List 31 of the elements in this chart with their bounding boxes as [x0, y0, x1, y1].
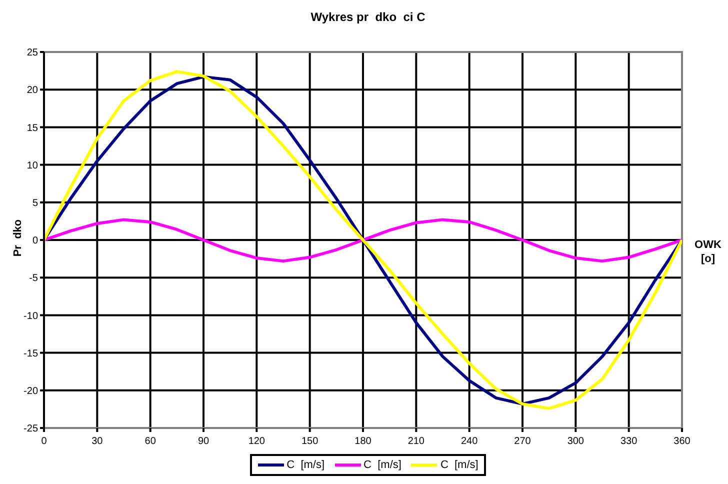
line-series [44, 218, 682, 263]
y-axis-title: Pr dko [12, 218, 24, 259]
x-tick-label: 360 [674, 436, 691, 447]
legend-label: C [m/s] [439, 459, 478, 471]
y-tick-label: -20 [24, 386, 38, 397]
y-tick-label: 0 [32, 236, 38, 247]
y-tick-label: -25 [24, 424, 38, 435]
y-tick-label: -10 [24, 310, 38, 322]
x-tick-label: 120 [248, 436, 266, 447]
x-tick-label: 300 [567, 436, 584, 447]
x-tick-label: 210 [408, 436, 425, 447]
y-tick-label: 20 [26, 85, 38, 96]
x-tick-label: 150 [301, 436, 319, 447]
x-tick-label: 330 [620, 436, 638, 447]
x-tick-label: 30 [92, 436, 104, 447]
x-tick-label: 240 [460, 436, 478, 447]
legend-label: C [m/s] [286, 459, 325, 471]
x-tick-label: 60 [144, 436, 156, 447]
x-tick-label: 0 [41, 436, 48, 447]
x-axis-title: OWK [o] [694, 238, 722, 266]
y-tick-label: -5 [29, 273, 38, 284]
chart-title: Wykres pr dko ci C [310, 10, 426, 24]
y-tick-label: 15 [26, 122, 38, 134]
y-tick-label: 25 [26, 48, 38, 59]
y-tick-label: 10 [26, 160, 38, 172]
x-tick-label: 90 [198, 436, 210, 447]
y-tick-label: 5 [32, 198, 38, 209]
legend-label: C [m/s] [362, 459, 402, 471]
x-tick-label: 180 [354, 436, 372, 447]
x-tick-label: 270 [514, 436, 532, 447]
y-tick-label: -15 [24, 348, 38, 360]
